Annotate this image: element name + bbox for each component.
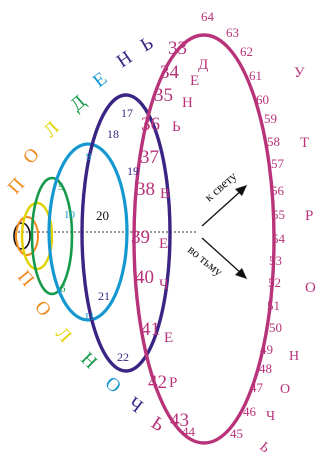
number-40: 40 (135, 267, 154, 288)
letter-Н: Н (182, 95, 193, 111)
number-37: 37 (140, 147, 159, 168)
number-33: 33 (168, 38, 187, 59)
polden-letter-О: О (19, 144, 44, 168)
number-20: 20 (96, 208, 109, 223)
utro-letter-Р: Р (305, 208, 313, 224)
number-35: 35 (154, 85, 173, 106)
number-6: 6 (60, 283, 66, 295)
polden-letter-Н: Н (113, 47, 136, 72)
side-word-utro: У Т Р О (294, 65, 316, 296)
arrow-down-line (201, 237, 243, 275)
number-64: 64 (201, 9, 215, 24)
number-45: 45 (230, 426, 243, 441)
number-44: 44 (182, 424, 196, 439)
magenta-large-numbers: 33 34 35 36 37 38 39 40 41 42 43 44 (131, 38, 196, 439)
magenta-small-numbers: 45 46 47 48 49 50 51 52 53 54 55 56 57 5… (201, 9, 286, 441)
utro-letter-Т: Т (300, 135, 309, 151)
number-36: 36 (141, 114, 160, 135)
number-42: 42 (148, 372, 167, 393)
number-17: 17 (121, 106, 133, 120)
number-5: 5 (58, 181, 64, 193)
dark-blue-numbers: 17 18 19 20 21 22 (96, 106, 139, 364)
letter-Д: Д (198, 57, 208, 73)
arrow-up-head-icon (235, 185, 247, 196)
polnoch-letter-Л: Л (51, 323, 75, 347)
light-blue-numbers: 9 10 11 (64, 151, 95, 323)
polnoch-letter-Ь: Ь (147, 413, 168, 437)
green-ellipse (30, 176, 74, 296)
number-41: 41 (141, 319, 160, 340)
number-49: 49 (260, 342, 273, 357)
number-63: 63 (226, 25, 239, 40)
number-51: 51 (267, 298, 280, 313)
letter-Ь: Ь (256, 440, 272, 457)
number-59: 59 (264, 111, 277, 126)
polnoch-letter-О: О (101, 373, 125, 398)
number-47: 47 (250, 380, 264, 395)
polnoch-letter-О: О (30, 297, 55, 321)
number-54: 54 (272, 231, 286, 246)
number-18: 18 (107, 127, 119, 141)
letter-Е: Е (190, 73, 199, 89)
letter-Н: Н (289, 349, 299, 364)
arrow-down-head-icon (235, 268, 247, 279)
number-9: 9 (86, 151, 92, 163)
polden-letter-Ь: Ь (137, 33, 157, 57)
polnoch-letter-Ч: Ч (124, 393, 147, 417)
number-55: 55 (272, 207, 285, 222)
letter-О: О (280, 382, 290, 397)
number-34: 34 (160, 62, 180, 83)
magenta-large-letters: Д Е Н Ь В Е Ч Е Р (159, 57, 208, 391)
utro-letter-У: У (294, 65, 305, 81)
polden-letter-Д: Д (66, 91, 90, 115)
yellow-ellipse (20, 201, 54, 271)
magenta-big-ellipse (132, 33, 276, 445)
number-61: 61 (249, 68, 262, 83)
polnoch-letter-Н: Н (77, 348, 102, 373)
number-46: 46 (243, 404, 257, 419)
arrow-up-label: к свету (202, 168, 240, 204)
number-43: 43 (170, 410, 189, 431)
polnoch-letter-П: П (13, 267, 38, 291)
letter-Ч: Ч (266, 409, 275, 424)
green-numbers: 5 6 (58, 181, 66, 295)
light-blue-ellipse (47, 142, 129, 322)
letter-Е: Е (159, 236, 168, 252)
number-62: 62 (240, 44, 253, 59)
number-50: 50 (269, 320, 282, 335)
number-52: 52 (268, 275, 281, 290)
orange-ellipse (15, 216, 39, 256)
number-39: 39 (131, 227, 150, 248)
letter-Р: Р (169, 375, 177, 391)
number-11: 11 (84, 311, 95, 323)
number-60: 60 (256, 92, 269, 107)
utro-letter-О: О (305, 280, 316, 296)
number-19: 19 (127, 164, 139, 178)
number-22: 22 (117, 350, 129, 364)
polden-letter-Е: Е (89, 68, 111, 92)
number-57: 57 (271, 156, 285, 171)
arrow-down-label: во тьму (185, 242, 226, 279)
polden-letter-П: П (4, 174, 29, 198)
number-10: 10 (64, 209, 76, 221)
letter-В: В (160, 186, 170, 202)
number-21: 21 (98, 289, 110, 303)
letter-Ч: Ч (159, 277, 169, 293)
letter-Е: Е (164, 330, 173, 346)
letter-Ь: Ь (172, 119, 181, 135)
polden-letter-Л: Л (40, 117, 64, 141)
number-48: 48 (259, 361, 272, 376)
number-53: 53 (269, 253, 282, 268)
dark-blue-ellipse (80, 93, 172, 373)
number-38: 38 (136, 179, 155, 200)
number-58: 58 (267, 134, 280, 149)
number-56: 56 (271, 183, 285, 198)
arrow-up-line (201, 189, 243, 227)
